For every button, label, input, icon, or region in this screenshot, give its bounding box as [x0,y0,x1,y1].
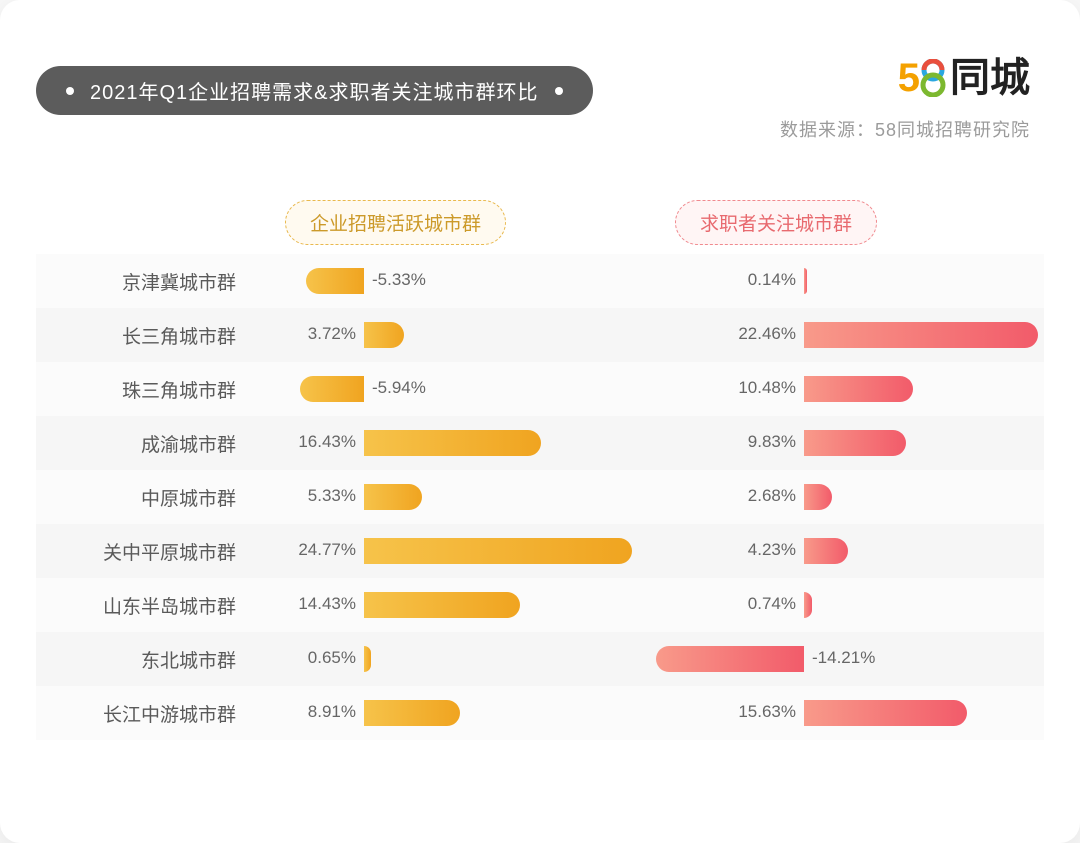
bar-group-left: 8.91% [244,686,644,740]
value-right: 2.68% [748,486,796,506]
bar-right [804,538,848,564]
bar-right [804,484,832,510]
chart-row: 中原城市群 5.33% 2.68% [36,470,1044,524]
value-left: 8.91% [308,702,356,722]
bar-left [364,322,404,348]
bar-group-right: 22.46% [644,308,1044,362]
chart-title-text: 2021年Q1企业招聘需求&求职者关注城市群环比 [90,76,539,105]
series-badge-right: 求职者关注城市群 [675,200,877,245]
category-label: 珠三角城市群 [36,376,244,403]
brand-5: 5 [898,56,920,100]
bar-left [306,268,364,294]
bar-group-left: 5.33% [244,470,644,524]
category-label: 东北城市群 [36,646,244,673]
bar-left [364,592,520,618]
bar-left [364,430,541,456]
bar-group-right: 15.63% [644,686,1044,740]
data-source: 数据来源：58同城招聘研究院 [780,116,1030,142]
bar-group-right: 4.23% [644,524,1044,578]
series-left-label: 企业招聘活跃城市群 [310,214,481,235]
category-label: 中原城市群 [36,484,244,511]
bar-group-left: 24.77% [244,524,644,578]
bar-right [656,646,804,672]
value-right: -14.21% [812,648,875,668]
value-left: 14.43% [298,594,356,614]
bar-group-left: 3.72% [244,308,644,362]
value-right: 22.46% [738,324,796,344]
chart-row: 珠三角城市群 -5.94% 10.48% [36,362,1044,416]
category-label: 山东半岛城市群 [36,592,244,619]
series-badge-left: 企业招聘活跃城市群 [285,200,506,245]
value-right: 4.23% [748,540,796,560]
bar-left [364,484,422,510]
chart-row: 京津冀城市群 -5.33% 0.14% [36,254,1044,308]
brand-text: 同城 [950,56,1030,100]
bar-right [804,700,967,726]
bar-right [804,268,807,294]
bar-left [364,538,632,564]
value-left: -5.33% [372,270,426,290]
value-right: 9.83% [748,432,796,452]
bar-group-left: 14.43% [244,578,644,632]
value-left: 0.65% [308,648,356,668]
chart-row: 长江中游城市群 8.91% 15.63% [36,686,1044,740]
chart-row: 山东半岛城市群 14.43% 0.74% [36,578,1044,632]
bar-right [804,322,1038,348]
chart-row: 成渝城市群 16.43% 9.83% [36,416,1044,470]
value-left: -5.94% [372,378,426,398]
bar-group-left: -5.94% [244,362,644,416]
chart-body: 京津冀城市群 -5.33% 0.14% 长三角城市群 3.72% 22.46% 珠三角城市群… [36,254,1044,740]
bar-group-left: 16.43% [244,416,644,470]
category-label: 长江中游城市群 [36,700,244,727]
chart-row: 长三角城市群 3.72% 22.46% [36,308,1044,362]
infographic-card: 5 同城 数据来源：58同城招聘研究院 2021年Q1企业招聘需求&求职者关注城… [0,0,1080,843]
bar-left [300,376,364,402]
value-right: 0.74% [748,594,796,614]
bar-left [364,646,371,672]
category-label: 京津冀城市群 [36,268,244,295]
bar-group-left: -5.33% [244,254,644,308]
bar-right [804,592,812,618]
category-label: 成渝城市群 [36,430,244,457]
category-label: 长三角城市群 [36,322,244,349]
value-right: 15.63% [738,702,796,722]
bar-group-right: -14.21% [644,632,1044,686]
value-left: 16.43% [298,432,356,452]
value-right: 10.48% [738,378,796,398]
bar-group-right: 9.83% [644,416,1044,470]
value-left: 5.33% [308,486,356,506]
value-left: 3.72% [308,324,356,344]
bar-right [804,430,906,456]
series-right-label: 求职者关注城市群 [700,214,852,235]
bar-left [364,700,460,726]
category-label: 关中平原城市群 [36,538,244,565]
bar-right [804,376,913,402]
bar-group-right: 10.48% [644,362,1044,416]
bar-group-left: 0.65% [244,632,644,686]
chart-row: 关中平原城市群 24.77% 4.23% [36,524,1044,578]
bar-group-right: 0.74% [644,578,1044,632]
chart-title: 2021年Q1企业招聘需求&求职者关注城市群环比 [36,66,593,115]
chart-row: 东北城市群 0.65% -14.21% [36,632,1044,686]
value-left: 24.77% [298,540,356,560]
bar-group-right: 2.68% [644,470,1044,524]
value-right: 0.14% [748,270,796,290]
bar-group-right: 0.14% [644,254,1044,308]
brand-8 [920,56,946,100]
brand-logo: 5 同城 [898,58,1030,98]
